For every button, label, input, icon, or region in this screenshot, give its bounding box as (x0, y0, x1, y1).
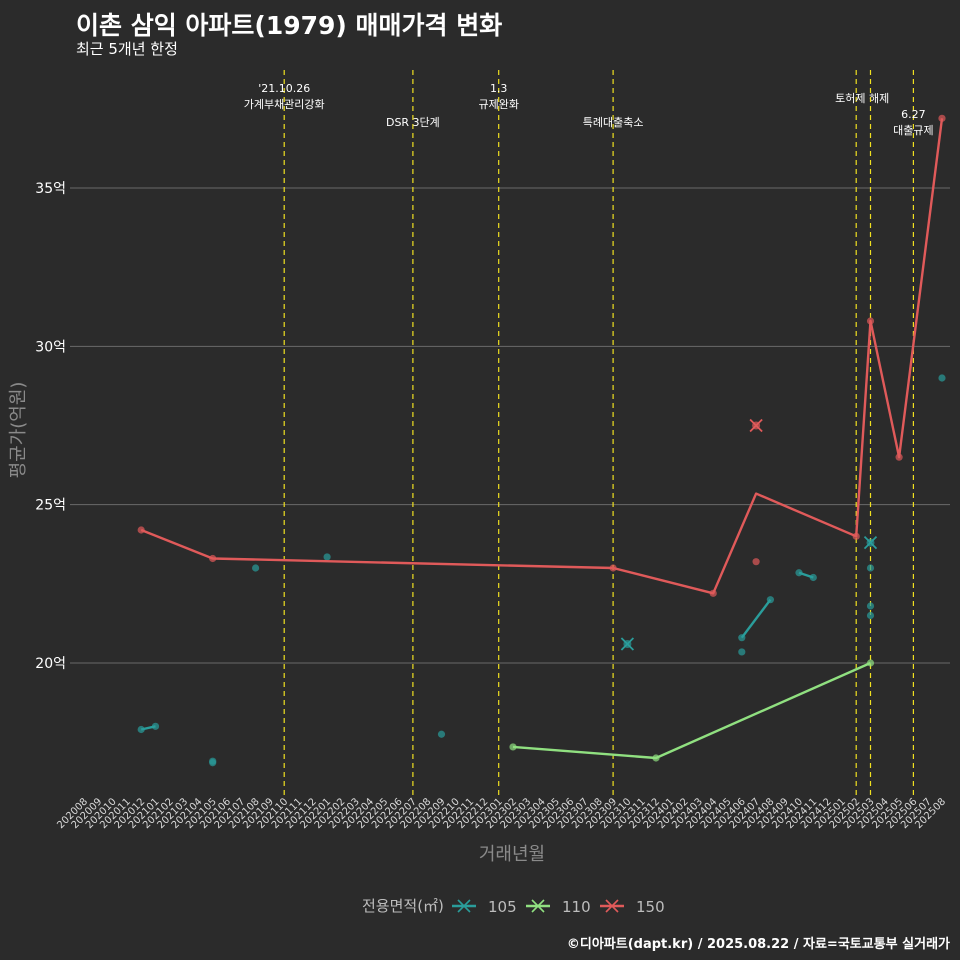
chart-title: 이촌 삼익 아파트(1979) 매매가격 변화 (76, 11, 503, 40)
data-point-105 (795, 569, 803, 577)
x-axis-ticks: 2020082020092020102020112020122021012021… (55, 796, 948, 831)
legend-swatch-cross (457, 899, 471, 913)
event-label: 가계부채관리강화 (244, 98, 325, 111)
y-tick-label: 20억 (35, 656, 66, 672)
data-point-150 (609, 564, 617, 572)
data-point-110 (866, 659, 875, 667)
chart-subtitle: 최근 5개년 한정 (76, 40, 178, 58)
data-point-105 (866, 602, 875, 610)
data-point-105 (437, 730, 446, 738)
data-point-150 (137, 526, 145, 534)
data-point-105 (809, 573, 817, 582)
data-point-150 (752, 558, 760, 566)
legend-swatch-cross (531, 899, 545, 913)
cross-mark (749, 418, 763, 433)
cross-mark (620, 637, 635, 651)
y-tick-label: 25억 (35, 498, 66, 514)
legend-title: 전용면적(㎡) (362, 897, 444, 915)
series-layer (137, 114, 946, 767)
y-tick-label: 30억 (35, 339, 66, 355)
cross-point-105 (863, 536, 878, 550)
event-label: 6.27 (901, 108, 926, 121)
event-label: 대출규제 (893, 124, 933, 137)
data-point-150 (209, 554, 217, 563)
series-line-150 (140, 118, 944, 595)
data-point-150 (938, 114, 946, 122)
data-point-105 (151, 722, 160, 730)
event-label: 규제완화 (478, 98, 518, 111)
data-point-105 (252, 564, 260, 572)
y-tick-label: 35억 (35, 181, 66, 197)
data-point-110 (509, 743, 517, 751)
event-label: 특례대출축소 (583, 116, 644, 129)
legend-label: 110 (562, 898, 591, 916)
data-point-105 (866, 564, 875, 572)
legend-item-110: 110 (526, 898, 591, 916)
grid-lines (70, 187, 950, 664)
data-point-150 (709, 589, 717, 597)
data-point-105 (766, 596, 775, 604)
cross-mark (863, 536, 878, 550)
series-line-110 (512, 661, 871, 760)
series-line-105 (740, 598, 772, 639)
data-point-110 (652, 754, 660, 762)
y-axis-title: 평균가(억원) (8, 382, 29, 479)
data-point-105 (866, 611, 875, 620)
data-point-105 (137, 725, 145, 734)
data-point-150 (895, 453, 903, 461)
data-point-150 (852, 532, 860, 540)
legend-item-150: 150 (600, 898, 665, 916)
cross-point-150 (749, 418, 763, 433)
data-point-105 (323, 553, 331, 561)
legend-label: 105 (488, 898, 517, 916)
y-axis-ticks: 20억 25억 30억 35억 (35, 181, 66, 672)
event-label: DSR 3단계 (386, 116, 440, 129)
cross-point-105 (620, 637, 635, 651)
data-point-105 (738, 634, 746, 642)
legend: 전용면적(㎡) 105 110 150 (362, 897, 665, 916)
data-point-105 (209, 759, 217, 767)
event-label: '21.10.26 (258, 82, 310, 95)
event-label: 1.3 (490, 82, 508, 95)
data-point-150 (866, 317, 875, 325)
event-label: 토허제 해제 (835, 91, 889, 105)
legend-item-105: 105 (452, 898, 517, 916)
legend-label: 150 (636, 898, 665, 916)
x-axis-title: 거래년월 (479, 844, 545, 865)
data-point-105 (738, 648, 746, 656)
legend-swatch-cross (605, 899, 619, 913)
data-point-105 (938, 374, 946, 382)
source-caption: ©디아파트(dapt.kr) / 2025.08.22 / 자료=국토교통부 실… (566, 937, 950, 952)
